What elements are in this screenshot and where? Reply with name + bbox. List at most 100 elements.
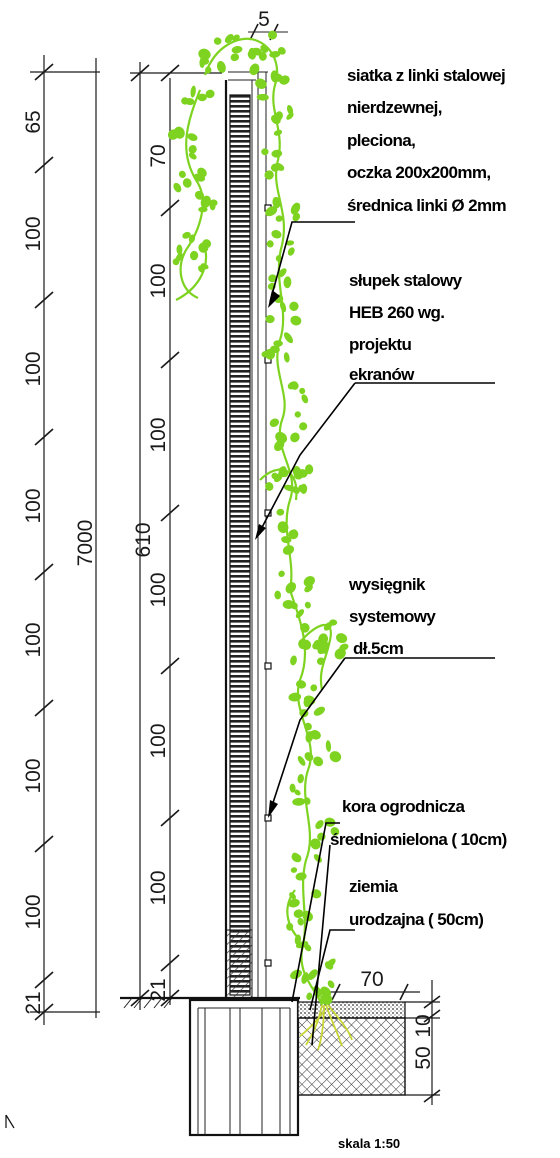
leaf [290,315,302,326]
label-soil-line-2: urodzajna ( 50cm) [349,910,483,929]
leaf [291,852,300,861]
leaf [200,263,209,270]
leaf [261,93,269,100]
leaf [313,854,322,863]
leaf [307,969,318,981]
leaf [189,250,199,261]
leaf [291,602,298,610]
leaf [282,545,295,555]
leaf [292,797,306,806]
leaf [275,431,288,444]
leaf [283,276,292,289]
leaf [289,892,296,900]
dim-inner-seg-0: 70 [147,144,170,167]
leaf [213,37,222,45]
dimension-tick [160,351,180,369]
leaf [327,980,335,989]
leaf [182,178,192,188]
leaf [209,201,216,211]
leaf [269,418,280,427]
leaf [290,432,300,443]
leaf [329,751,342,763]
leaf [269,50,281,58]
leaf [205,66,212,74]
dim-left-seg-8: 21 [22,991,45,1014]
leaf [251,47,262,56]
planter [297,1001,406,1096]
planter-dimensions: 70 10 50 [328,968,441,1105]
leaf [285,582,297,594]
label-bracket-line-1: wysięgnik [348,575,426,594]
dim-left-seg-4: 100 [22,622,45,657]
dimension-tick [160,954,180,972]
leaf [305,731,314,743]
dim-left-seg-0: 65 [22,110,45,133]
leaf [334,648,346,660]
leaf [324,961,334,970]
scale-label: skala 1:50 [338,1136,400,1151]
leaf [271,230,282,239]
leaf [265,314,275,324]
leaf [260,44,269,53]
dimension-tick [160,809,180,827]
dimension-tick [34,63,54,81]
leaf [172,258,180,266]
leaf [274,163,285,171]
leaf [188,152,197,160]
dimension-tick [160,64,180,82]
dimension-tick [160,504,180,522]
leaf [277,521,289,534]
dim-inner-total: 610 [132,522,155,557]
label-bracket-line-3: dł.5cm [353,639,404,658]
leaf [290,867,298,873]
dim-planter-depth-soil: 50 [412,1046,435,1069]
leaf [301,394,309,404]
leaf [198,242,209,253]
leaf [273,340,283,347]
leaf [264,170,274,180]
label-post-line-3: projektu [349,335,411,354]
leaf [290,202,301,215]
label-post-line-1: słupek stalowy [349,271,463,290]
label-mesh: siatka z linki stalowej nierdzewnej, ple… [347,66,507,215]
label-post-line-2: HEB 260 wg. [349,303,444,322]
leaf [315,820,324,830]
dim-inner-seg-5: 100 [147,870,170,905]
leaf [281,536,292,544]
leaf [287,247,295,256]
leaf [265,206,278,217]
leaf [194,190,205,200]
leaf [297,755,306,766]
leaf [232,34,240,42]
leaf [261,148,269,156]
leaf [261,350,270,358]
leaf [271,472,278,480]
leaf [205,89,215,99]
leaf [294,934,302,945]
foundation [188,998,300,1137]
plant-roots [299,1004,353,1051]
leaf [187,133,198,141]
leaf [283,352,290,363]
dimension-tick [34,563,54,581]
label-mesh-line-5: średnica linki Ø 2mm [347,196,506,215]
leaf [293,909,304,919]
leaf [289,783,296,793]
climbing-plant [167,30,349,1006]
dimension-tick [34,699,54,717]
leaf [198,206,208,213]
leaf [278,268,287,278]
dimension-tick [34,971,54,989]
leaf [182,231,191,239]
leaf [290,655,297,666]
leaf [306,992,313,1001]
leaf [325,740,332,752]
leaf [270,114,281,125]
leaf [318,633,329,645]
leaf [249,63,260,76]
leaf [336,633,348,644]
leaf [270,345,280,353]
dim-inner-seg-4: 100 [147,723,170,758]
leaf [304,601,311,609]
leaf [301,972,309,984]
